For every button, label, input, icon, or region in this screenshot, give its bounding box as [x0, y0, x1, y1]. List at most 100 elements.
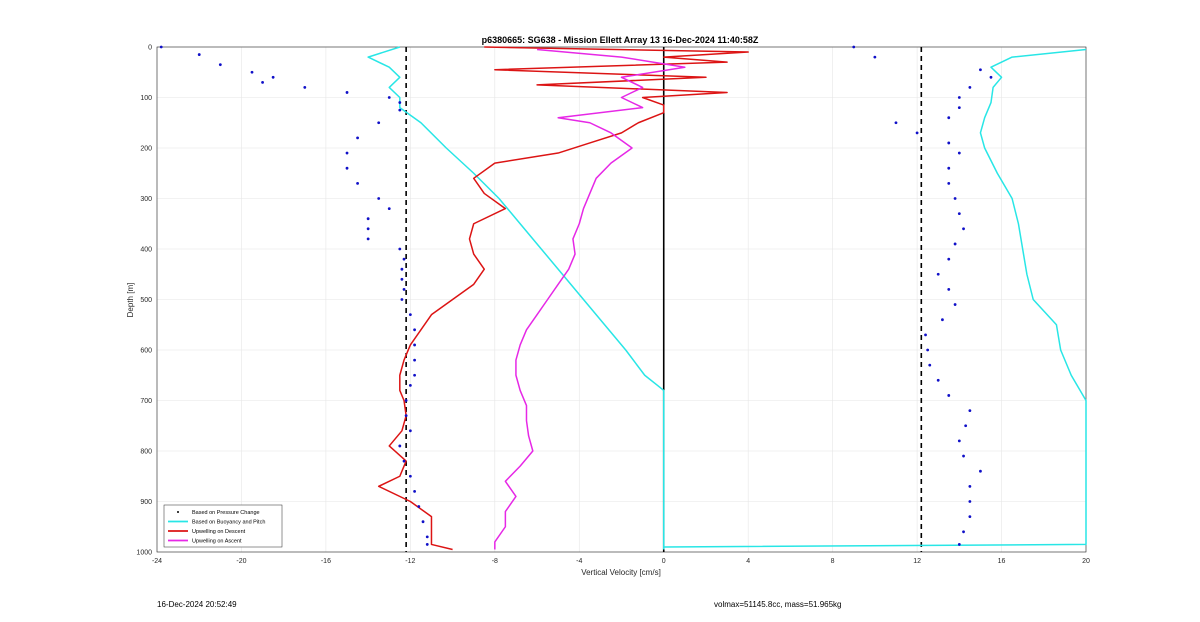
series-point	[957, 212, 961, 216]
series-point	[398, 444, 402, 448]
series-point	[218, 63, 222, 67]
plot-area	[156, 46, 1087, 553]
x-tick-label: -12	[405, 558, 415, 565]
y-axis: 0 100 200 300 400 500 600 700 800 900 1000	[136, 45, 152, 557]
series-point	[197, 53, 201, 56]
series-point	[947, 166, 951, 170]
series-point	[404, 399, 408, 402]
x-tick-label: 0	[662, 558, 666, 565]
series-point	[271, 75, 275, 79]
series-point	[962, 530, 965, 534]
series-point	[261, 80, 264, 84]
legend-label: Upwelling on Ascent	[192, 539, 242, 545]
series-point	[366, 217, 370, 221]
y-tick-label: 0	[148, 45, 152, 52]
y-axis-title: Depth [m]	[126, 283, 135, 318]
legend-marker	[177, 511, 179, 513]
series-point	[926, 348, 930, 352]
y-tick-label: 500	[140, 297, 152, 304]
y-tick-label: 200	[140, 146, 152, 153]
series-point	[947, 394, 951, 397]
series-point	[398, 101, 402, 104]
series-point	[957, 151, 961, 155]
y-tick-label: 300	[140, 196, 152, 203]
x-axis-title: Vertical Velocity [cm/s]	[581, 568, 661, 577]
series-point	[957, 96, 961, 99]
series-point	[936, 378, 940, 382]
series-point	[400, 267, 404, 271]
series-point	[398, 108, 402, 112]
y-tick-label: 1000	[136, 550, 152, 557]
series-point	[968, 500, 972, 503]
x-tick-label: 4	[746, 558, 750, 565]
series-point	[962, 227, 965, 231]
series-point	[979, 469, 982, 473]
series-point	[852, 45, 856, 49]
series-point	[968, 86, 972, 89]
series-point	[968, 409, 972, 412]
legend-label: Based on Pressure Change	[192, 510, 260, 516]
y-tick-label: 800	[140, 449, 152, 456]
series-point	[947, 181, 951, 185]
series-point	[915, 131, 919, 135]
series-point	[873, 55, 877, 59]
series-point	[947, 288, 951, 291]
series-point	[303, 86, 307, 89]
y-tick-label: 900	[140, 499, 152, 506]
series-point	[402, 288, 406, 291]
series-point	[928, 363, 932, 367]
series-point	[387, 207, 391, 211]
footer-timestamp: 16-Dec-2024 20:52:49	[157, 600, 237, 609]
series-line	[377, 46, 749, 551]
series-point	[404, 414, 408, 418]
series-point	[413, 358, 416, 362]
series-point	[402, 459, 406, 463]
x-tick-label: 8	[831, 558, 835, 565]
series-point	[408, 313, 412, 317]
series-point	[413, 328, 416, 332]
series-point	[400, 298, 404, 301]
series-point	[408, 383, 412, 387]
series-point	[402, 257, 406, 261]
y-tick-label: 400	[140, 247, 152, 254]
series-point	[366, 227, 370, 231]
series-point	[953, 197, 957, 200]
series-point	[425, 543, 429, 546]
series-point	[953, 242, 957, 246]
series-point	[408, 429, 412, 433]
series-point	[413, 343, 416, 347]
footer-volmax-mass: volmax=51145.8cc, mass=51.965kg	[714, 600, 842, 609]
y-tick-label: 100	[140, 95, 152, 102]
series-point	[377, 121, 381, 125]
series-point	[947, 257, 951, 261]
series-point	[947, 116, 951, 120]
series-point	[968, 515, 972, 519]
x-tick-label: -8	[492, 558, 498, 565]
grid-lines	[156, 46, 1087, 553]
x-tick-label: 16	[998, 558, 1006, 565]
x-tick-label: -4	[576, 558, 582, 565]
series-point	[968, 484, 972, 488]
x-tick-label: -16	[321, 558, 331, 565]
series-point	[947, 141, 951, 145]
series-point	[250, 70, 254, 74]
series-point	[964, 424, 968, 428]
y-tick-label: 700	[140, 398, 152, 405]
legend-label: Upwelling on Descent	[192, 529, 246, 535]
series-point	[398, 247, 402, 251]
series-point	[957, 439, 961, 443]
series-point	[159, 45, 163, 49]
series-point	[953, 303, 957, 306]
series-point	[962, 454, 965, 458]
series-point	[413, 490, 416, 493]
series-point	[387, 96, 391, 99]
x-axis: -24 -20 -16 -12 -8 -4 0 4 8 12 16 20	[152, 558, 1090, 565]
series-point	[345, 151, 349, 155]
series-line	[367, 46, 665, 550]
series-point	[894, 121, 898, 125]
x-tick-label: 20	[1082, 558, 1090, 565]
series-point	[989, 75, 993, 79]
series-point	[345, 166, 349, 170]
series-point	[413, 373, 416, 377]
